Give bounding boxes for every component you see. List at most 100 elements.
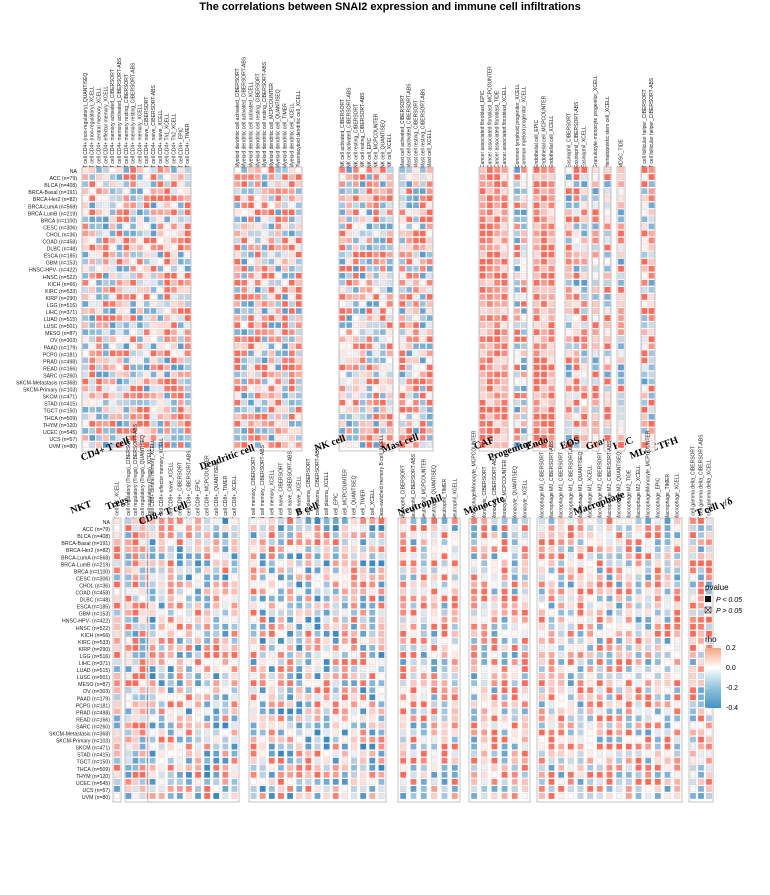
heatmap-cell bbox=[606, 701, 613, 708]
heatmap-cell bbox=[149, 673, 156, 679]
heatmap-cell bbox=[89, 350, 96, 357]
heatmap-cell bbox=[494, 441, 501, 448]
heatmap-cell bbox=[400, 729, 407, 736]
heatmap-cell bbox=[514, 195, 521, 202]
pvalue-legend-sig: P < 0.05 bbox=[716, 597, 742, 604]
heatmap-cell bbox=[314, 750, 321, 757]
heatmap-cell bbox=[592, 272, 599, 279]
heatmap-cell bbox=[410, 757, 417, 764]
heatmap-cell bbox=[400, 588, 407, 595]
heatmap-cell bbox=[486, 427, 493, 434]
heatmap-cell bbox=[157, 371, 164, 378]
heatmap-cell bbox=[248, 322, 254, 328]
heatmap-cell bbox=[288, 392, 295, 399]
heatmap-cell bbox=[195, 546, 202, 553]
heatmap-cell bbox=[114, 581, 120, 588]
heatmap-cell bbox=[596, 680, 603, 687]
heatmap-cell bbox=[282, 343, 288, 350]
heatmap-cell bbox=[268, 371, 275, 378]
heatmap-cell bbox=[431, 750, 438, 757]
heatmap-cell bbox=[125, 757, 132, 764]
heatmap-cell bbox=[420, 623, 427, 630]
heatmap-cell bbox=[654, 525, 661, 531]
heatmap-cell bbox=[645, 729, 652, 736]
heatmap-cell bbox=[380, 216, 386, 223]
heatmap-cell bbox=[373, 258, 379, 265]
heatmap-cell bbox=[386, 421, 393, 427]
heatmap-cell bbox=[167, 525, 174, 531]
heatmap-cell bbox=[234, 322, 241, 328]
heatmap-cell bbox=[420, 421, 426, 427]
heatmap-cell bbox=[346, 399, 353, 406]
heatmap-cell bbox=[323, 764, 330, 771]
heatmap-cell bbox=[373, 244, 380, 251]
heatmap-cell bbox=[287, 793, 293, 799]
heatmap-cell bbox=[369, 539, 376, 546]
heatmap-cell bbox=[413, 364, 419, 371]
heatmap-cell bbox=[346, 195, 353, 202]
heatmap-cell bbox=[413, 378, 419, 385]
heatmap-cell bbox=[158, 743, 165, 750]
heatmap-cell bbox=[625, 764, 632, 771]
heatmap-cell bbox=[565, 307, 572, 315]
heatmap-cell bbox=[241, 202, 247, 209]
column-label: Myeloid dendritic cell_MCPCOUNTER bbox=[269, 83, 275, 168]
heatmap-cell bbox=[514, 251, 520, 258]
heatmap-cell bbox=[136, 265, 143, 272]
heatmap-cell bbox=[451, 560, 458, 567]
heatmap-cell bbox=[420, 428, 426, 434]
heatmap-cell bbox=[204, 645, 211, 651]
heatmap-cell bbox=[176, 652, 183, 658]
heatmap-cell bbox=[548, 708, 555, 715]
heatmap-cell bbox=[351, 602, 357, 609]
heatmap-cell bbox=[132, 771, 139, 778]
heatmap-cell bbox=[89, 293, 96, 300]
heatmap-cell bbox=[378, 708, 385, 715]
column-label: Neutrophil_MCPCOUNTER bbox=[421, 458, 427, 520]
heatmap-cell bbox=[596, 637, 603, 644]
heatmap-cell bbox=[441, 637, 448, 644]
heatmap-cell bbox=[538, 792, 545, 799]
heatmap-cell bbox=[171, 392, 177, 399]
heatmap-cell bbox=[261, 167, 268, 173]
heatmap-cell bbox=[567, 778, 574, 785]
heatmap-cell bbox=[314, 658, 321, 666]
column-label: Eosinophil_CIBERSORT-ABS bbox=[574, 101, 580, 168]
heatmap-cell bbox=[213, 687, 220, 694]
heatmap-cell bbox=[250, 525, 257, 532]
heatmap-cell bbox=[538, 771, 545, 778]
column-label: Macrophage_XCELL bbox=[675, 473, 681, 520]
heatmap-cell bbox=[645, 764, 652, 771]
heatmap-cell bbox=[109, 181, 116, 188]
heatmap-cell bbox=[373, 364, 380, 371]
heatmap-cell bbox=[282, 364, 288, 371]
heatmap-cell bbox=[125, 729, 132, 736]
heatmap-cell bbox=[305, 567, 312, 574]
heatmap-cell bbox=[541, 216, 547, 223]
heatmap-cell bbox=[184, 308, 191, 314]
heatmap-cell bbox=[604, 301, 611, 307]
heatmap-cell bbox=[250, 750, 257, 757]
heatmap-cell bbox=[565, 357, 572, 364]
heatmap-cell bbox=[369, 623, 376, 630]
heatmap-cell bbox=[479, 435, 486, 441]
heatmap-cell bbox=[296, 539, 303, 546]
heatmap-cell bbox=[567, 785, 574, 792]
heatmap-cell bbox=[164, 265, 171, 272]
heatmap-cell bbox=[380, 399, 386, 406]
heatmap-cell bbox=[511, 715, 518, 722]
heatmap-cell bbox=[268, 623, 275, 630]
heatmap-cell bbox=[573, 435, 580, 441]
heatmap-cell bbox=[132, 757, 139, 764]
heatmap-cell bbox=[342, 630, 348, 637]
heatmap-cell bbox=[420, 658, 427, 666]
heatmap-cell bbox=[501, 441, 508, 448]
heatmap-cell bbox=[689, 722, 697, 729]
heatmap-cell bbox=[565, 315, 572, 322]
heatmap-cell bbox=[538, 729, 545, 736]
heatmap-cell bbox=[287, 518, 293, 524]
heatmap-cell bbox=[250, 715, 257, 722]
heatmap-cell bbox=[625, 729, 632, 736]
heatmap-cell bbox=[332, 518, 339, 524]
heatmap-cell bbox=[406, 329, 413, 336]
